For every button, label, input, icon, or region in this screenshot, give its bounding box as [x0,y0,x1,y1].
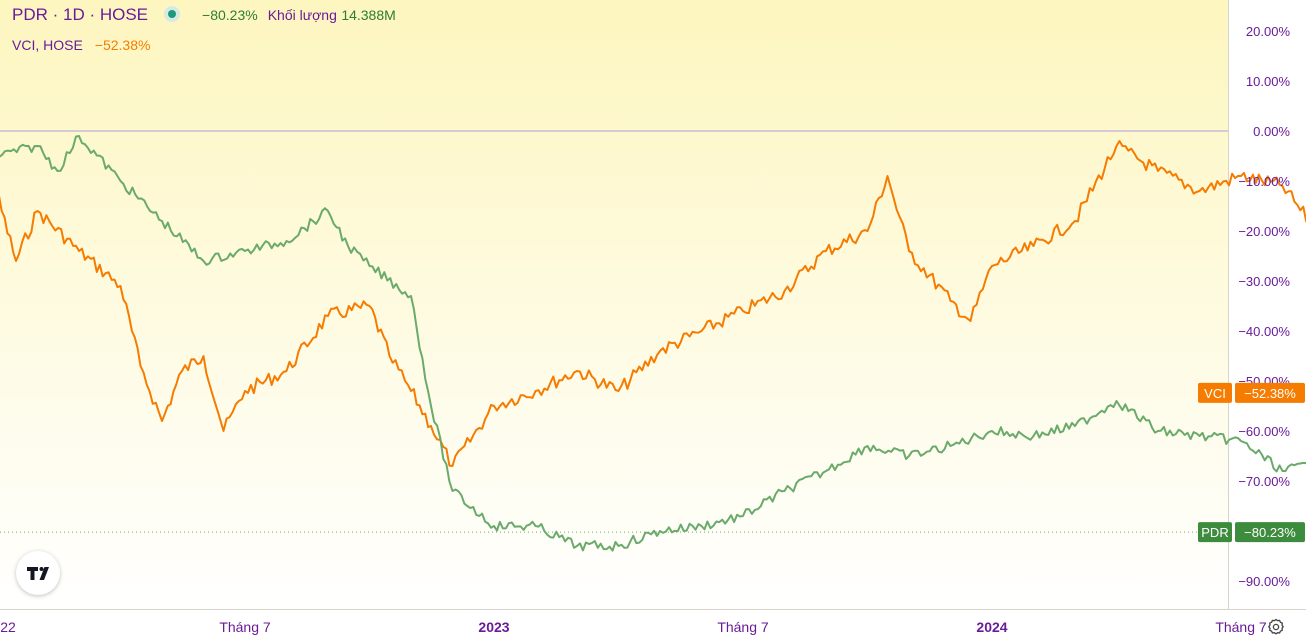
y-tick-label: −90.00% [1238,574,1290,589]
x-tick-label: Tháng 7 [219,619,271,635]
price-label-name: PDR [1201,525,1228,540]
price-label-value-box [1235,382,1305,403]
price-axis-background [1229,0,1306,610]
settings-icon[interactable] [1266,617,1286,637]
x-tick-label: Tháng 7 [1215,619,1267,635]
legend-main-change: −80.23% [202,7,258,23]
y-tick-label: −40.00% [1238,324,1290,339]
x-tick-label: Tháng 7 [717,619,769,635]
x-tick-label: 2023 [478,619,509,635]
tradingview-logo-icon[interactable] [16,551,60,595]
series-line-pdr[interactable] [0,131,1306,552]
y-tick-label: −10.00% [1238,174,1290,189]
y-tick-label: 10.00% [1246,74,1291,89]
price-label-vci: VCI −52.38% [1198,382,1305,403]
legend-main: PDR · 1D · HOSE −80.23% Khối lượng 14.388M [12,5,396,25]
y-tick-label: 20.00% [1246,24,1291,39]
price-label-name-box [1198,382,1232,403]
price-label-name-box [1198,522,1232,543]
price-label-value-box [1235,522,1305,543]
price-label-value: −52.38% [1244,386,1296,401]
legend-compare-symbol[interactable]: VCI, HOSE [12,37,83,53]
legend-compare: VCI, HOSE −52.38% [12,37,150,55]
legend-volume-label: Khối lượng [267,7,337,23]
price-label-value: −80.23% [1244,525,1296,540]
price-label-pdr: PDR −80.23% [1198,522,1305,543]
y-tick-label: −70.00% [1238,474,1290,489]
x-tick-label: 2024 [976,619,1007,635]
plot-background [0,0,1228,610]
x-tick-label: 22 [0,619,16,635]
legend-volume-value: 14.388M [341,7,396,23]
legend-main-symbol[interactable]: PDR · 1D · HOSE [12,5,149,24]
tradingview-logo-glyph [27,567,49,580]
y-tick-label: 0.00% [1253,124,1290,139]
time-axis-background [0,610,1306,642]
y-tick-label: −30.00% [1238,274,1290,289]
visibility-dot-icon[interactable] [164,6,181,22]
series-line-vci[interactable] [0,60,1306,467]
y-tick-label: −20.00% [1238,224,1290,239]
price-label-name: VCI [1204,386,1226,401]
legend-compare-change: −52.38% [94,37,151,53]
settings-gear-glyph [1268,618,1284,635]
y-tick-label: −60.00% [1238,424,1290,439]
